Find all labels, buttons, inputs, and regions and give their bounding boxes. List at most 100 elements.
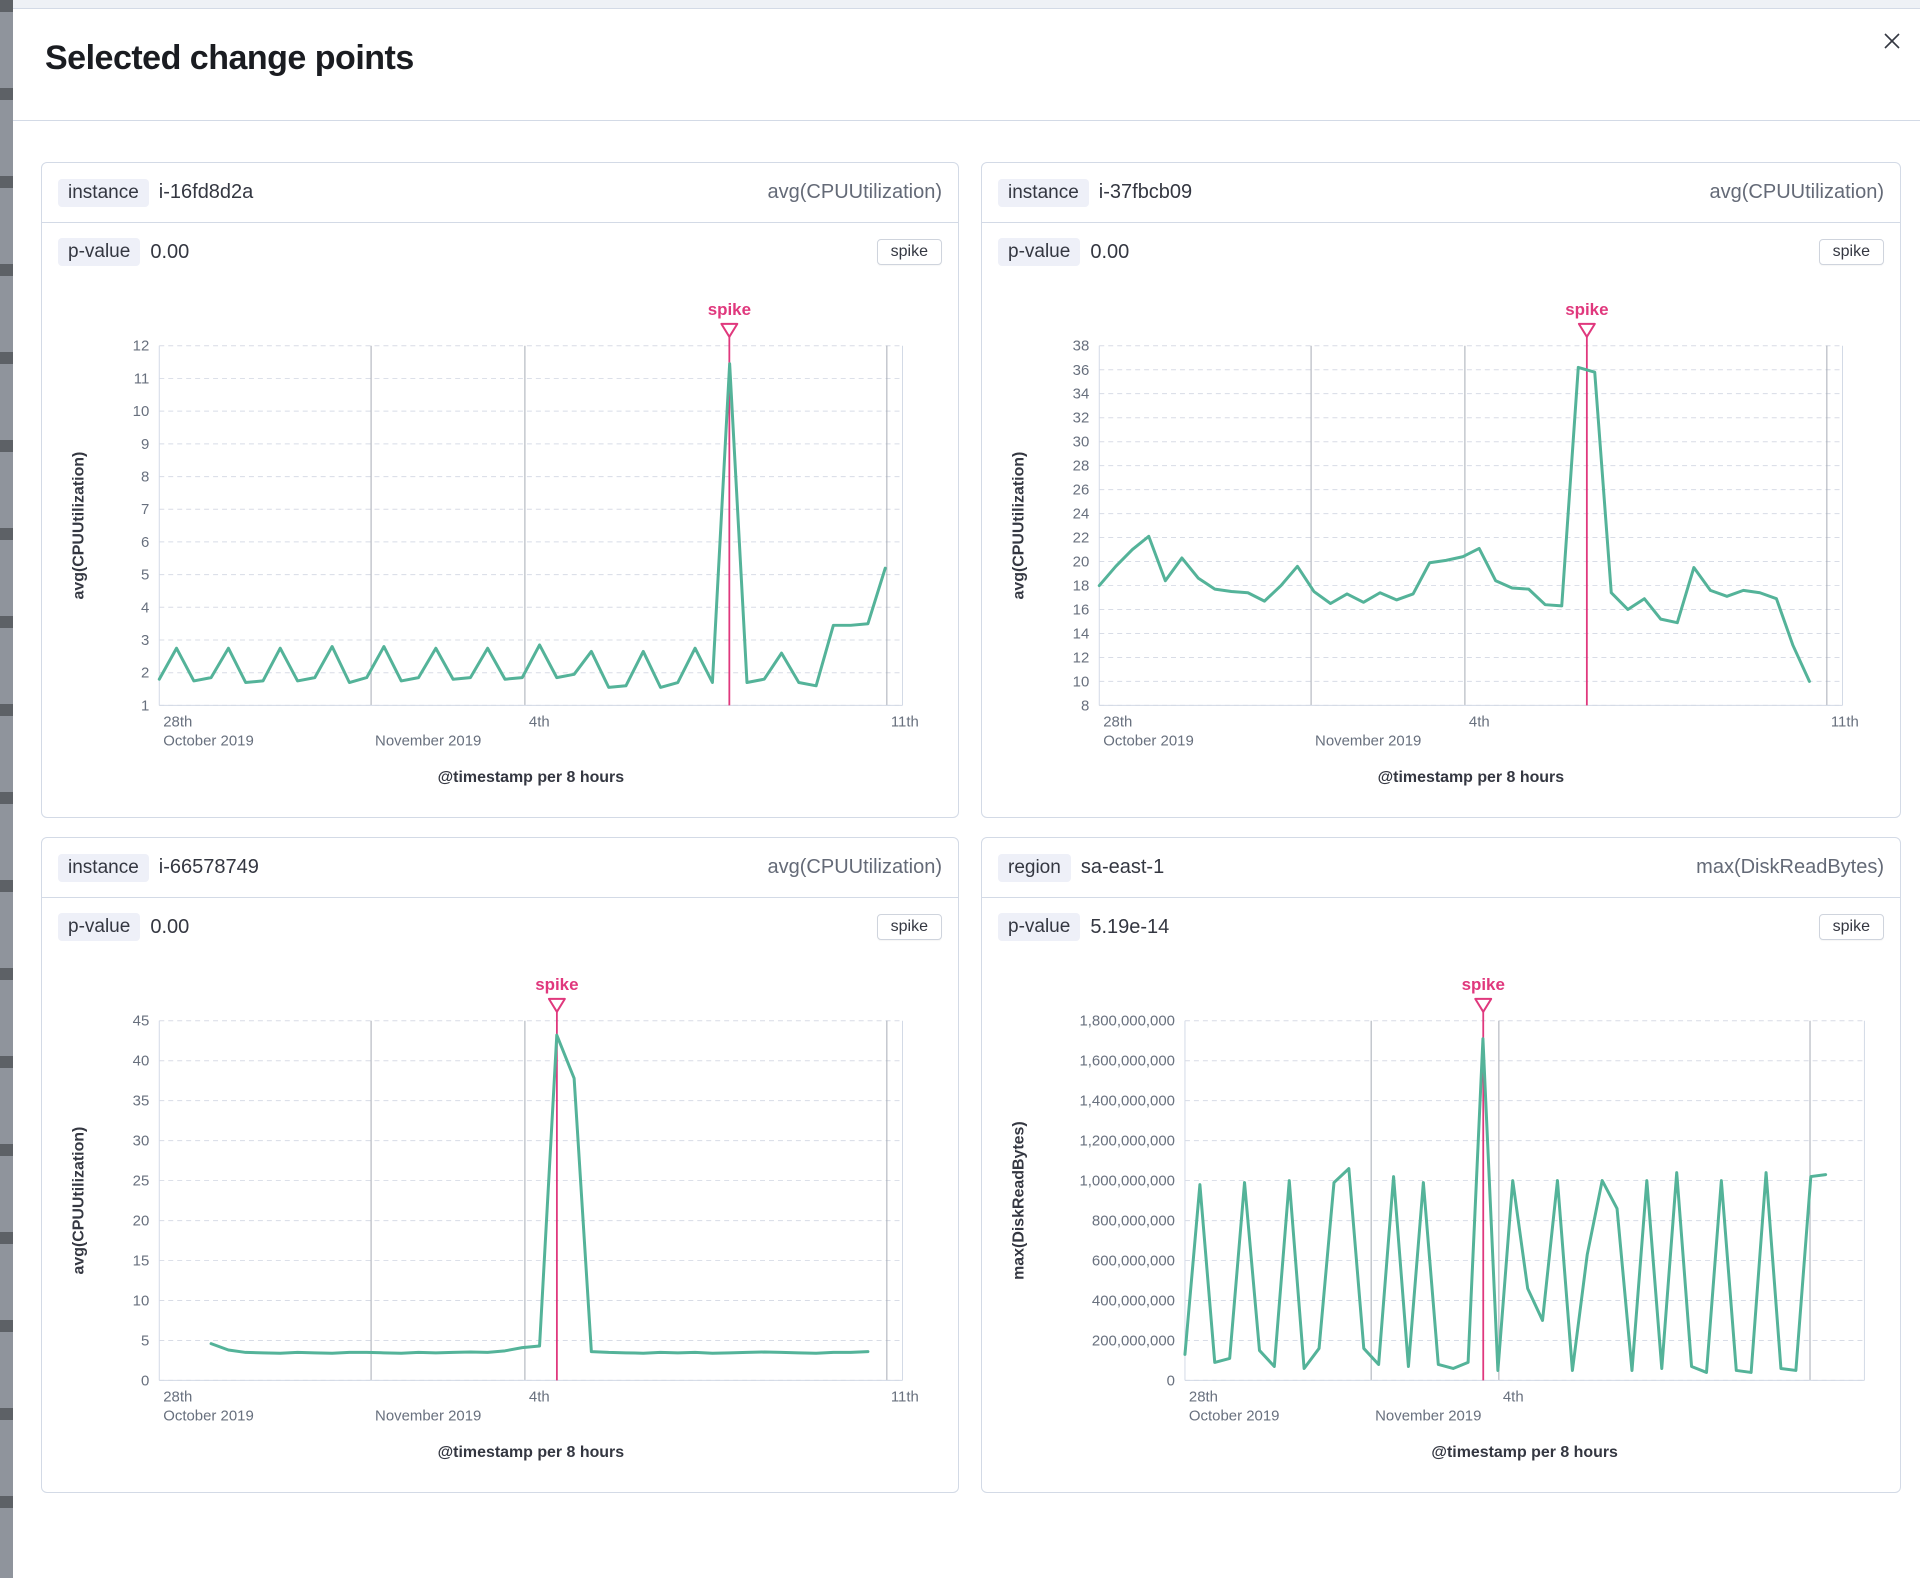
svg-text:@timestamp per 8 hours: @timestamp per 8 hours	[1378, 769, 1565, 786]
modal-header: Selected change points	[13, 9, 1920, 121]
svg-text:11: 11	[134, 370, 150, 387]
svg-text:October 2019: October 2019	[163, 732, 254, 749]
svg-text:0: 0	[1167, 1372, 1175, 1389]
svg-text:1: 1	[141, 697, 149, 714]
change-point-card: instance i-37fbcb09 avg(CPUUtilization) …	[981, 162, 1901, 818]
svg-text:30: 30	[1073, 434, 1090, 451]
svg-text:16: 16	[1073, 601, 1090, 618]
change-point-card: region sa-east-1 max(DiskReadBytes) p-va…	[981, 837, 1901, 1493]
svg-text:20: 20	[133, 1213, 150, 1230]
svg-text:8: 8	[1081, 697, 1089, 714]
p-value: 5.19e-14	[1090, 915, 1170, 938]
p-value: 0.00	[150, 915, 190, 938]
svg-text:0: 0	[141, 1372, 149, 1389]
svg-text:spike: spike	[1565, 300, 1608, 319]
svg-text:10: 10	[133, 1292, 150, 1309]
svg-text:10: 10	[133, 403, 150, 420]
card-subheader: p-value 5.19e-14 spike	[982, 898, 1900, 956]
change-point-card: instance i-66578749 avg(CPUUtilization) …	[41, 837, 959, 1493]
svg-text:22: 22	[1073, 530, 1090, 547]
svg-text:200,000,000: 200,000,000	[1092, 1332, 1175, 1349]
change-point-chart[interactable]: 8 10 12 14 16 18 20 22 24 26 28 30 32 34 36 38 28th Octob…	[982, 281, 1898, 817]
svg-text:32: 32	[1073, 410, 1090, 427]
svg-text:28: 28	[1073, 458, 1090, 475]
svg-text:1,400,000,000: 1,400,000,000	[1079, 1093, 1175, 1110]
svg-text:@timestamp per 8 hours: @timestamp per 8 hours	[438, 769, 625, 786]
svg-text:November 2019: November 2019	[375, 1407, 481, 1424]
card-subheader: p-value 0.00 spike	[42, 223, 958, 281]
field-value: sa-east-1	[1080, 856, 1165, 878]
svg-text:28th: 28th	[1189, 1388, 1218, 1405]
card-header: instance i-66578749 avg(CPUUtilization)	[42, 838, 958, 898]
svg-text:5: 5	[141, 1332, 149, 1349]
svg-text:18: 18	[1073, 578, 1090, 595]
field-name-badge: region	[998, 853, 1071, 882]
svg-text:28th: 28th	[1103, 713, 1132, 730]
change-point-card: instance i-16fd8d2a avg(CPUUtilization) …	[41, 162, 959, 818]
svg-text:24: 24	[1073, 506, 1090, 523]
svg-text:4th: 4th	[529, 1388, 550, 1405]
svg-text:4: 4	[141, 599, 149, 616]
card-header: region sa-east-1 max(DiskReadBytes)	[982, 838, 1900, 898]
change-point-chart[interactable]: 0 5 10 15 20 25 30 35 40 45 28th October 2019 Novemb…	[42, 956, 958, 1492]
svg-text:28th: 28th	[163, 713, 192, 730]
page-title: Selected change points	[45, 39, 414, 77]
svg-text:45: 45	[133, 1013, 150, 1030]
svg-text:11th: 11th	[891, 713, 919, 730]
metric-label: avg(CPUUtilization)	[767, 181, 943, 203]
p-value-badge: p-value	[58, 913, 141, 941]
svg-text:spike: spike	[535, 975, 578, 994]
field-value: i-37fbcb09	[1098, 181, 1193, 203]
metric-label: avg(CPUUtilization)	[1709, 181, 1885, 203]
svg-text:40: 40	[133, 1053, 150, 1070]
change-points-grid: instance i-16fd8d2a avg(CPUUtilization) …	[13, 121, 1920, 1493]
svg-text:avg(CPUUtilization): avg(CPUUtilization)	[71, 452, 88, 600]
card-header: instance i-16fd8d2a avg(CPUUtilization)	[42, 163, 958, 223]
card-header: instance i-37fbcb09 avg(CPUUtilization)	[982, 163, 1900, 223]
svg-text:600,000,000: 600,000,000	[1092, 1253, 1175, 1270]
svg-text:7: 7	[141, 501, 149, 518]
svg-text:6: 6	[141, 534, 149, 551]
svg-text:8: 8	[141, 469, 149, 486]
svg-text:max(DiskReadBytes): max(DiskReadBytes)	[1011, 1121, 1028, 1280]
svg-text:25: 25	[133, 1173, 150, 1190]
svg-text:1,000,000,000: 1,000,000,000	[1079, 1173, 1175, 1190]
svg-text:spike: spike	[1462, 975, 1505, 994]
svg-text:11th: 11th	[1831, 713, 1859, 730]
metric-label: max(DiskReadBytes)	[1696, 856, 1884, 878]
svg-text:14: 14	[1073, 625, 1090, 642]
metric-label: avg(CPUUtilization)	[767, 856, 943, 878]
svg-text:1,200,000,000: 1,200,000,000	[1079, 1133, 1175, 1150]
field-name-badge: instance	[58, 178, 149, 207]
card-subheader: p-value 0.00 spike	[42, 898, 958, 956]
close-icon	[1884, 33, 1900, 49]
svg-text:spike: spike	[708, 300, 751, 319]
field-name-badge: instance	[58, 853, 149, 882]
svg-text:34: 34	[1073, 386, 1090, 403]
svg-text:38: 38	[1073, 338, 1090, 355]
svg-text:12: 12	[1073, 649, 1090, 666]
svg-text:4th: 4th	[529, 713, 550, 730]
svg-text:4th: 4th	[1469, 713, 1490, 730]
svg-text:9: 9	[141, 436, 149, 453]
p-value: 0.00	[1090, 240, 1130, 263]
field-name-badge: instance	[998, 178, 1089, 207]
svg-text:3: 3	[141, 632, 149, 649]
close-button[interactable]	[1878, 27, 1906, 55]
svg-text:avg(CPUUtilization): avg(CPUUtilization)	[71, 1127, 88, 1275]
svg-text:November 2019: November 2019	[375, 732, 481, 749]
svg-text:11th: 11th	[891, 1388, 919, 1405]
change-type-badge: spike	[876, 239, 942, 265]
svg-text:@timestamp per 8 hours: @timestamp per 8 hours	[1431, 1444, 1618, 1461]
svg-text:35: 35	[133, 1093, 150, 1110]
svg-text:1,600,000,000: 1,600,000,000	[1079, 1053, 1175, 1070]
svg-text:12: 12	[133, 338, 150, 355]
change-type-badge: spike	[1818, 239, 1884, 265]
svg-text:November 2019: November 2019	[1375, 1407, 1481, 1424]
field-value: i-16fd8d2a	[158, 181, 254, 203]
svg-text:28th: 28th	[163, 1388, 192, 1405]
p-value-badge: p-value	[58, 238, 141, 266]
change-point-chart[interactable]: 0 200,000,000 400,000,000 600,000,000 800,00…	[982, 956, 1898, 1492]
svg-text:October 2019: October 2019	[163, 1407, 254, 1424]
